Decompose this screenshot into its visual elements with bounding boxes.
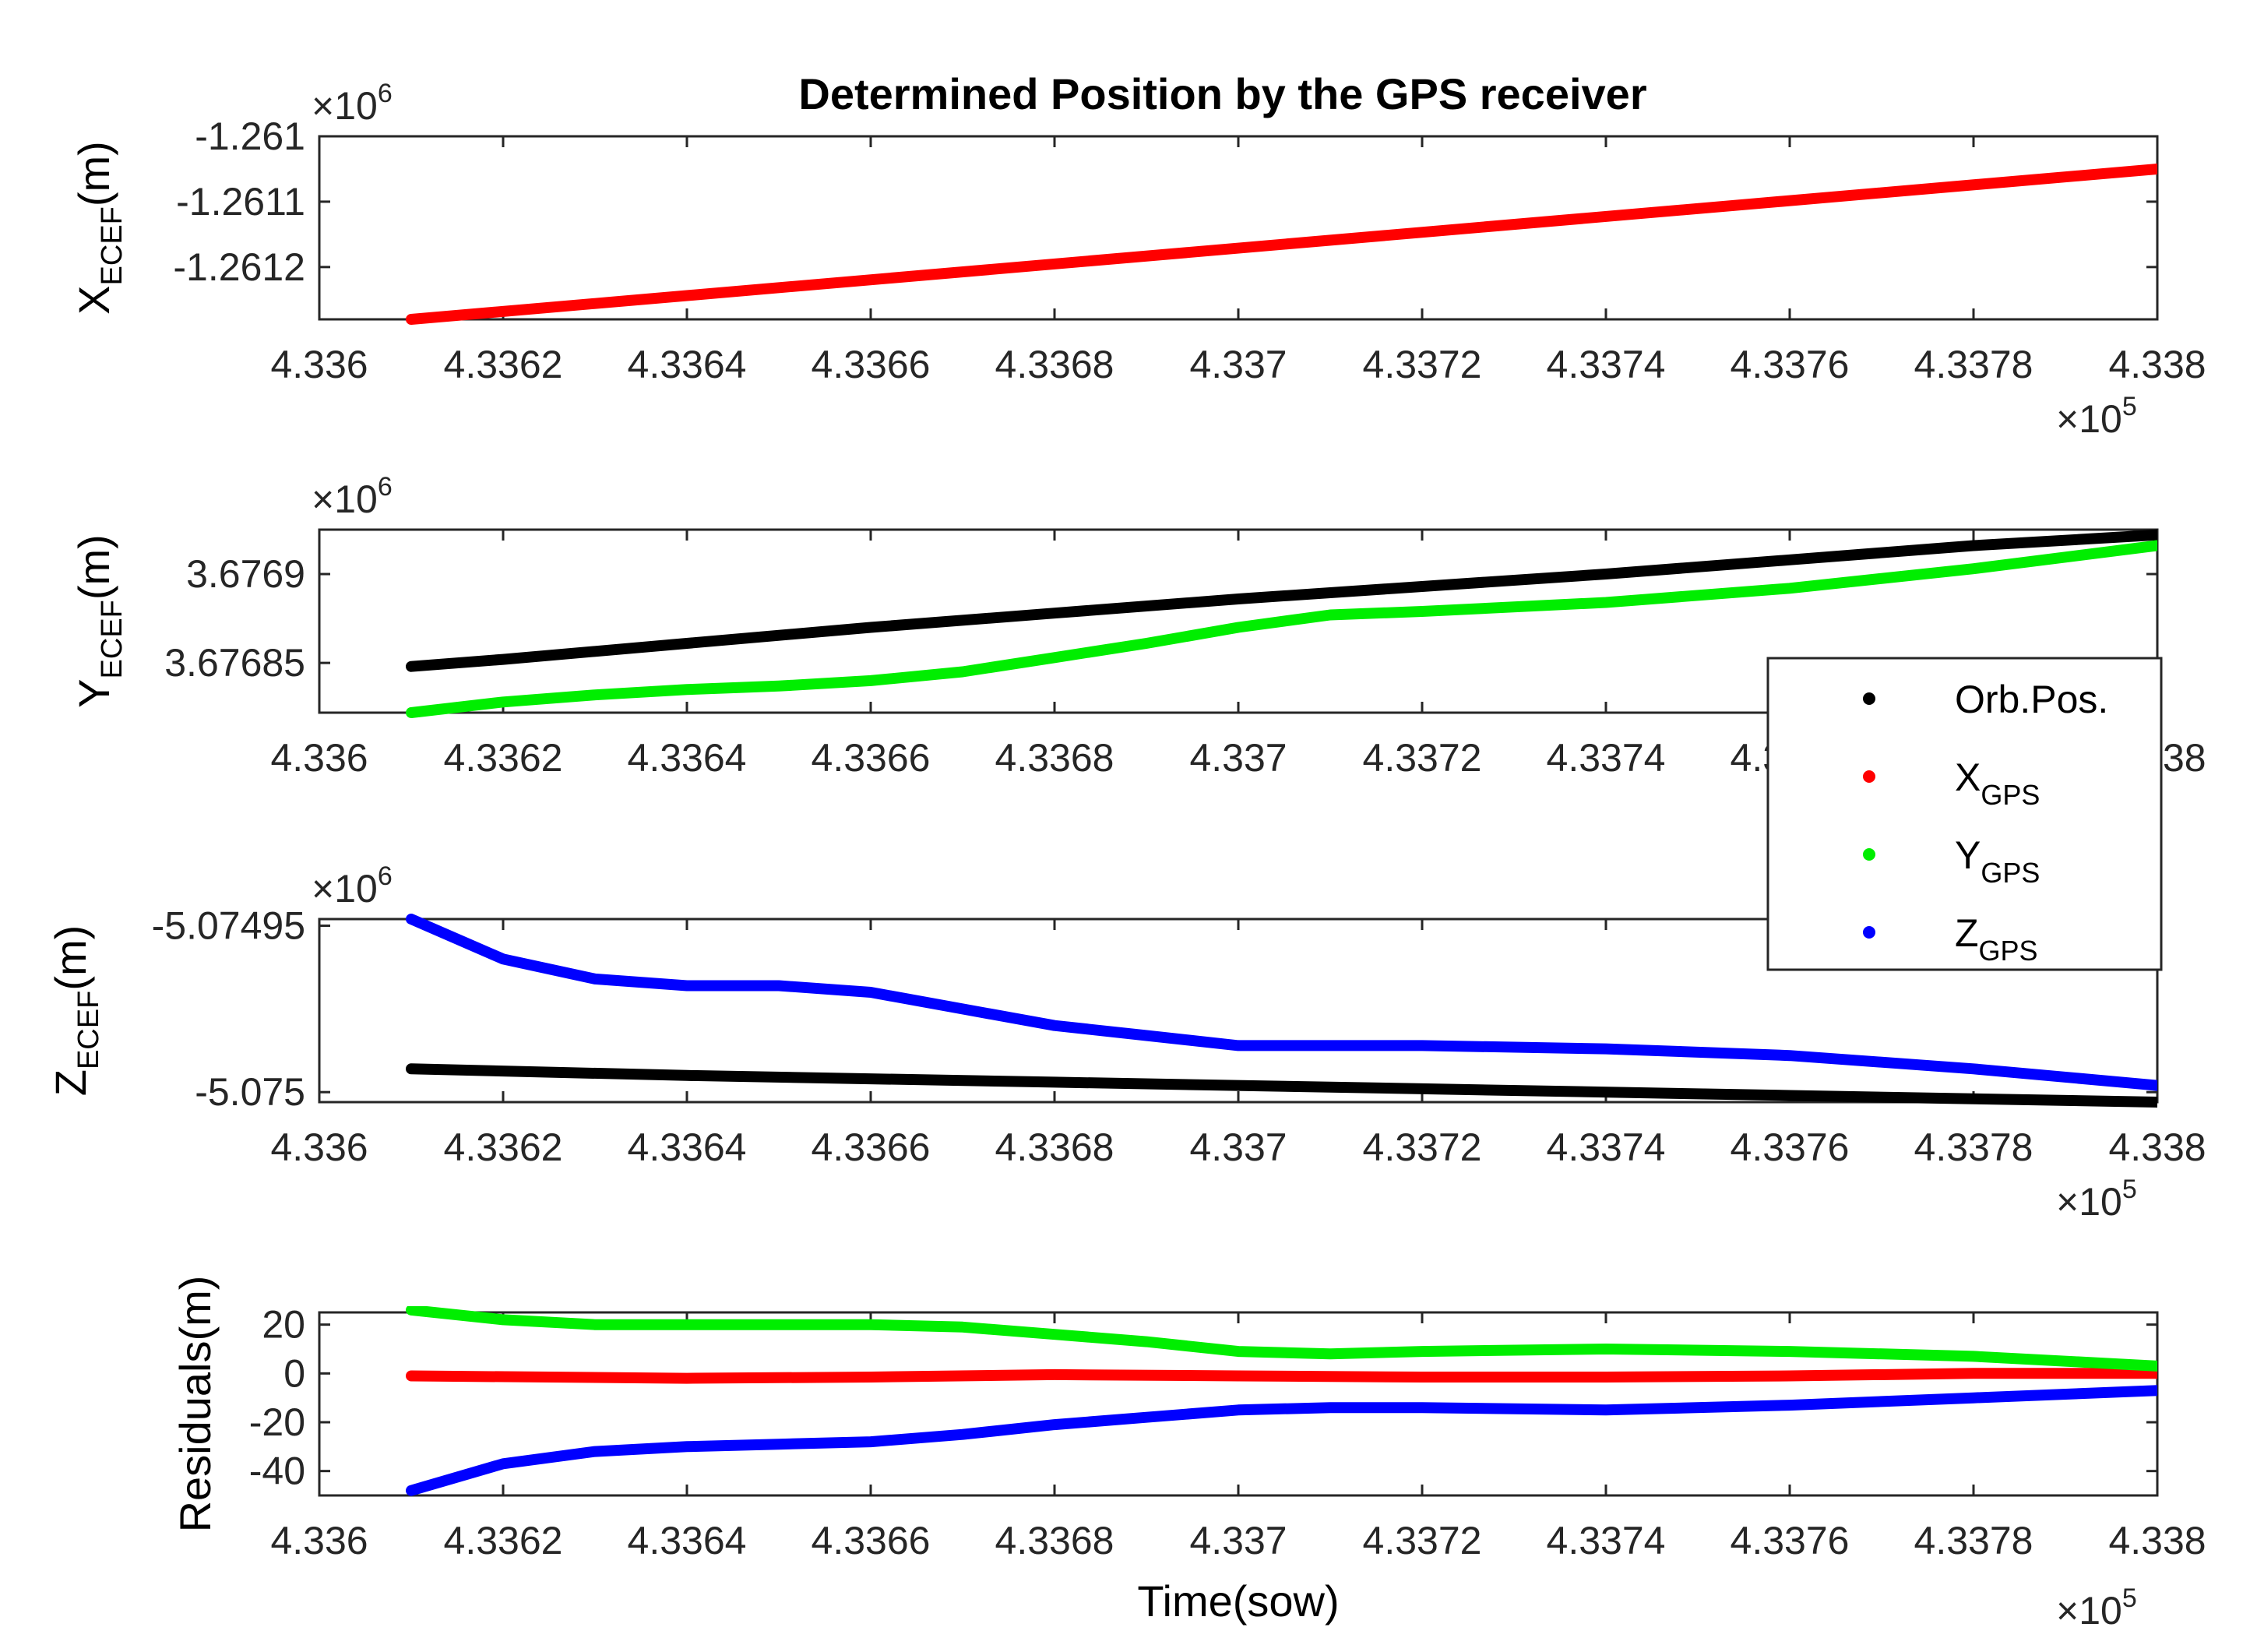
x-tick-label-res: 4.3376	[1731, 1519, 1850, 1562]
x-tick-label-y: 4.3366	[812, 736, 931, 780]
x-tick-label-x: 4.336	[270, 343, 368, 386]
x-tick-label-x: 4.3374	[1547, 343, 1666, 386]
panel-x: 4.336 4.3362 4.3364 4.3366 4.3368 4.337 4.3372…	[69, 79, 2206, 441]
legend-marker	[1863, 770, 1875, 783]
x-tick-label-z: 4.338	[2108, 1125, 2206, 1169]
y-axis-label-z: ZECEF(m)	[46, 925, 105, 1097]
x-tick-label-res: 4.336	[270, 1519, 368, 1562]
series-res-x-gps	[406, 1368, 2157, 1384]
x-tick-label-res: 4.3368	[995, 1519, 1114, 1562]
legend-box	[1766, 657, 2163, 971]
x-tick-label-z: 4.3368	[995, 1125, 1114, 1169]
y-tick-label-x: -1.2612	[173, 245, 305, 289]
y-tick-label-z: -5.07495	[152, 904, 305, 948]
y-tick-label-res: 20	[262, 1303, 305, 1347]
series-x-x-gps	[406, 164, 2157, 325]
y-tick-label-x: -1.261	[195, 114, 305, 158]
x-tick-label-z: 4.3362	[444, 1125, 563, 1169]
y-exponent-x: ×106	[312, 79, 393, 128]
series-z-orb-pos-	[406, 1063, 2157, 1108]
x-tick-label-x: 4.3366	[812, 343, 931, 386]
x-tick-label-y: 4.3364	[628, 736, 747, 780]
x-tick-label-z: 4.3372	[1363, 1125, 1482, 1169]
x-tick-label-res: 4.337	[1189, 1519, 1287, 1562]
x-tick-label-res: 4.3378	[1914, 1519, 2033, 1562]
series-z-z-gps	[406, 914, 2157, 1091]
x-tick-label-res: 4.338	[2108, 1519, 2206, 1562]
x-tick-label-z: 4.3364	[628, 1125, 747, 1169]
x-tick-label-res: 4.3362	[444, 1519, 563, 1562]
legend-label: XGPS	[1955, 756, 2040, 811]
series-y-orb-pos-	[406, 529, 2157, 672]
y-tick-label-y: 3.6769	[186, 552, 305, 596]
y-tick-label-res: -40	[249, 1449, 305, 1493]
y-tick-label-x: -1.2611	[176, 180, 305, 224]
y-tick-label-y: 3.67685	[164, 641, 305, 685]
x-tick-label-x: 4.337	[1189, 343, 1287, 386]
legend-marker	[1863, 926, 1875, 939]
legend-marker	[1863, 692, 1875, 705]
x-tick-label-x: 4.3368	[995, 343, 1114, 386]
x-exponent-z: ×105	[2056, 1175, 2137, 1224]
panel-z: 4.336 4.3362 4.3364 4.3366 4.3368 4.337 4.3372…	[46, 861, 2206, 1224]
chart-title: Determined Position by the GPS receiver	[798, 69, 1646, 118]
x-tick-label-z: 4.3366	[812, 1125, 931, 1169]
x-tick-label-z: 4.3378	[1914, 1125, 2033, 1169]
x-tick-label-x: 4.3372	[1363, 343, 1482, 386]
x-tick-label-y: 4.3362	[444, 736, 563, 780]
legend: Orb.Pos. XGPS YGPS ZGPS	[1766, 657, 2163, 971]
x-tick-label-x: 4.3364	[628, 343, 747, 386]
legend-label: Orb.Pos.	[1955, 678, 2108, 721]
x-tick-label-z: 4.337	[1189, 1125, 1287, 1169]
x-tick-label-z: 4.3376	[1731, 1125, 1850, 1169]
y-exponent-z: ×106	[312, 861, 393, 911]
legend-label: YGPS	[1955, 833, 2040, 889]
x-tick-label-y: 4.337	[1189, 736, 1287, 780]
x-tick-label-y: 4.3372	[1363, 736, 1482, 780]
x-exponent-res: ×105	[2056, 1583, 2137, 1633]
x-exponent-x: ×105	[2056, 392, 2137, 441]
legend-label: ZGPS	[1955, 911, 2038, 967]
y-tick-label-z: -5.075	[195, 1070, 305, 1114]
x-tick-label-y: 4.3368	[995, 736, 1114, 780]
x-tick-label-x: 4.3362	[444, 343, 563, 386]
x-tick-label-z: 4.336	[270, 1125, 368, 1169]
x-tick-label-res: 4.3374	[1547, 1519, 1666, 1562]
x-axis-label: Time(sow)	[1137, 1576, 1339, 1626]
x-tick-label-x: 4.3376	[1731, 343, 1850, 386]
y-exponent-y: ×106	[312, 472, 393, 521]
series-y-y-gps	[406, 540, 2157, 718]
panel-res: 4.336 4.3362 4.3364 4.3366 4.3368 4.337 4.3372…	[171, 1276, 2206, 1633]
x-tick-label-res: 4.3372	[1363, 1519, 1482, 1562]
series-res-z-gps	[406, 1385, 2157, 1496]
x-tick-label-y: 4.336	[270, 736, 368, 780]
x-tick-label-x: 4.3378	[1914, 343, 2033, 386]
y-tick-label-res: 0	[283, 1351, 305, 1395]
x-tick-label-res: 4.3364	[628, 1519, 747, 1562]
series-res-y-gps	[406, 1306, 2157, 1372]
y-axis-label-x: XECEF(m)	[69, 141, 129, 315]
y-axis-label-y: YECEF(m)	[69, 534, 129, 708]
x-tick-label-res: 4.3366	[812, 1519, 931, 1562]
x-tick-label-y: 4.3374	[1547, 736, 1666, 780]
y-axis-label-res: Residuals(m)	[171, 1276, 220, 1533]
x-tick-label-x: 4.338	[2108, 343, 2206, 386]
x-tick-label-z: 4.3374	[1547, 1125, 1666, 1169]
y-tick-label-res: -20	[249, 1400, 305, 1444]
legend-marker	[1863, 848, 1875, 861]
